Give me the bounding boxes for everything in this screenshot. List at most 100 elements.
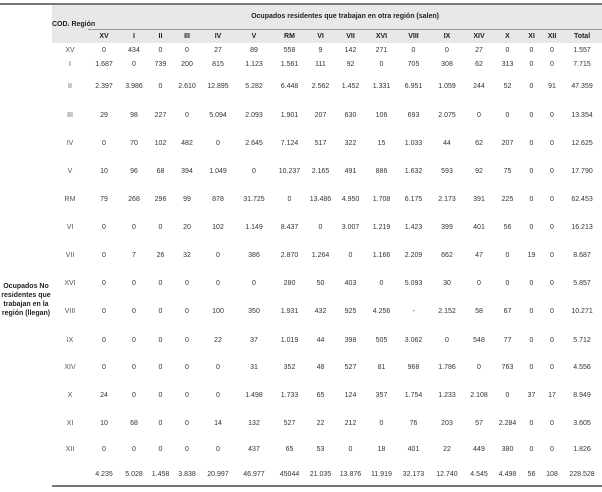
table-cell: 350 [248, 308, 260, 315]
table-cell: 391 [473, 195, 485, 203]
table-cell: 0 [550, 46, 554, 54]
row-total-cell: 3.605 [573, 419, 591, 427]
table-cell: 0 [102, 140, 106, 147]
region-code: VI [66, 223, 74, 231]
table-cell: 27 [475, 46, 483, 54]
table-cell: 401 [407, 446, 420, 453]
table-cell: 21.035 [306, 463, 335, 487]
table-cell: 0 [102, 252, 106, 259]
table-cell: 3.838 [173, 463, 201, 487]
table-cell: 3.062 [404, 336, 423, 344]
column-header-v: V [235, 29, 273, 43]
table-cell: 0 [132, 364, 136, 371]
column-header-vi: VI [306, 29, 335, 43]
table-cell: 0 [505, 392, 510, 399]
table-cell: 132 [248, 419, 260, 427]
table-cell: 308 [441, 60, 453, 68]
table-cell: 0 [185, 392, 189, 399]
table-cell: 0 [477, 111, 481, 119]
region-code: X [67, 392, 73, 399]
region-code: I [69, 60, 71, 68]
table-row: V 10 96 68 394 1.049 0 10.237 2.165 491 886 1.632 59… [0, 158, 602, 185]
table-cell: 0 [550, 140, 554, 147]
regional-commuting-table: COD. Región Ocupados residentes que trab… [0, 3, 602, 487]
row-total-cell: 17.790 [571, 168, 593, 175]
table-cell: 7.124 [280, 140, 299, 147]
table-row: XI 10 68 0 0 14 132 527 22 212 0 76 203 57 2.284 0 0 3.60… [0, 410, 602, 436]
region-code: XVI [64, 280, 76, 287]
table-cell: 203 [441, 419, 453, 427]
table-cell: 0 [185, 419, 189, 427]
table-cell: 0 [529, 280, 534, 287]
row-total-cell: 16.213 [571, 223, 593, 231]
table-cell: 48 [316, 364, 325, 371]
table-cell: 593 [441, 168, 453, 175]
table-cell: 142 [344, 46, 357, 54]
table-cell: 0 [505, 280, 510, 287]
table-cell: 0 [348, 446, 353, 453]
table-cell: 0 [287, 195, 292, 203]
table-cell: 1.901 [280, 111, 299, 119]
table-cell: 47 [475, 252, 483, 259]
table-cell: 14 [214, 419, 222, 427]
table-cell: 2.870 [280, 252, 299, 259]
row-total-cell: 12.625 [571, 140, 593, 147]
table-cell: 1.458 [148, 463, 173, 487]
table-cell: 0 [216, 392, 220, 399]
table-cell: 0 [550, 308, 554, 315]
table-cell: 705 [407, 60, 420, 68]
table-cell: 449 [473, 446, 485, 453]
table-cell: 76 [409, 419, 418, 427]
table-cell: 13.486 [309, 195, 332, 203]
table-cell: 1.708 [372, 195, 391, 203]
table-cell: 17 [548, 392, 556, 399]
table-cell: 65 [316, 392, 325, 399]
table-cell: 0 [550, 252, 554, 259]
table-cell: 0 [529, 364, 534, 371]
table-cell: 4.950 [341, 195, 360, 203]
table-row: IX 0 0 0 0 22 37 1.019 44 398 505 3.062 0 548 77 0 0 5.71… [0, 326, 602, 354]
table-cell: 124 [344, 392, 357, 399]
table-cell: 1.498 [245, 392, 263, 399]
column-header-i: I [120, 29, 148, 43]
table-cell: 0 [550, 336, 554, 344]
table-cell: 22 [316, 419, 325, 427]
table-cell: 0 [185, 336, 189, 344]
incoming-workers-label: Ocupados No residentes que trabajan en l… [1, 282, 51, 317]
table-cell: 32.173 [397, 463, 430, 487]
table-cell: 399 [441, 223, 453, 231]
table-cell: 0 [445, 336, 449, 344]
table-cell: 0 [185, 280, 189, 287]
table-cell: 558 [283, 46, 296, 54]
table-cell: 26 [156, 252, 165, 259]
table-row: I 1.687 0 739 200 815 1.123 1.561 111 92 0 705 308 62… [0, 57, 602, 71]
table-cell: 100 [212, 308, 224, 315]
table-cell: 0 [252, 280, 256, 287]
table-cell: 0 [158, 446, 163, 453]
column-header-xv: XV [88, 29, 120, 43]
column-header-iv: IV [201, 29, 235, 43]
table-cell: 111 [315, 60, 326, 68]
table-cell: 1.123 [245, 60, 263, 68]
table-cell: 244 [473, 82, 485, 90]
table-cell: 0 [216, 140, 220, 147]
table-cell: 548 [473, 336, 485, 344]
row-total-cell: 1.557 [573, 46, 591, 54]
table-cell: 0 [102, 308, 106, 315]
table-cell: 45044 [273, 463, 306, 487]
table-cell: 3.007 [341, 223, 360, 231]
table-cell: 0 [132, 60, 136, 68]
table-cell: 0 [529, 419, 534, 427]
table-cell: 0 [185, 111, 189, 119]
region-code: VII [65, 252, 75, 259]
table-cell: 0 [505, 111, 510, 119]
region-code: IV [66, 140, 74, 147]
table-row: II 2.397 3.986 0 2.610 12.895 5.282 6.448 2.562 1… [0, 71, 602, 101]
column-header-x: X [494, 29, 521, 43]
table-cell: 79 [100, 195, 108, 203]
table-cell: 380 [501, 446, 514, 453]
table-cell: 4.235 [88, 463, 120, 487]
table-cell: 322 [344, 140, 357, 147]
region-code: IX [66, 336, 74, 344]
table-cell: 968 [407, 364, 420, 371]
